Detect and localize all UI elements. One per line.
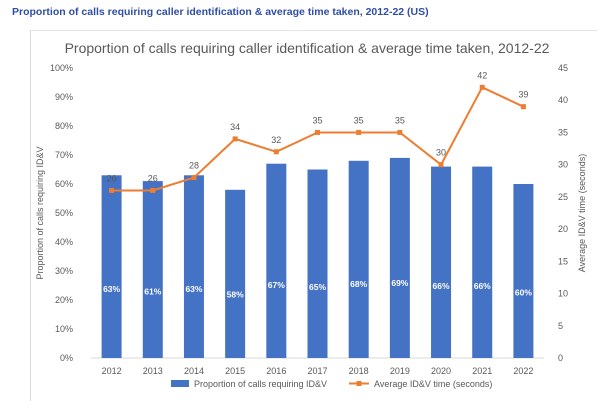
left-axis-tick-label: 20% bbox=[55, 295, 73, 305]
x-axis-tick-label: 2015 bbox=[225, 366, 245, 376]
right-axis-tick-label: 30 bbox=[558, 160, 568, 170]
line-data-label: 26 bbox=[107, 173, 117, 183]
line-point-marker bbox=[479, 84, 485, 90]
line-point-marker bbox=[232, 136, 238, 142]
bar bbox=[348, 160, 369, 358]
x-axis-tick-label: 2017 bbox=[307, 366, 327, 376]
left-axis-tick-label: 100% bbox=[50, 63, 73, 73]
bar-data-label: 68% bbox=[350, 279, 367, 289]
bar bbox=[101, 175, 122, 358]
line-data-label: 34 bbox=[230, 122, 240, 132]
bar-data-label: 63% bbox=[185, 284, 202, 294]
right-axis-tick-label: 15 bbox=[558, 256, 568, 266]
x-axis-tick-label: 2018 bbox=[349, 366, 369, 376]
x-axis-tick-label: 2016 bbox=[266, 366, 286, 376]
line-point-marker bbox=[109, 187, 115, 193]
line-point-marker bbox=[438, 162, 444, 168]
bar bbox=[472, 166, 493, 358]
line-data-label: 30 bbox=[436, 148, 446, 158]
line-series-group: 26 26 28 34 32 35 35 35 30 42 39 bbox=[107, 70, 528, 193]
bar-data-label: 61% bbox=[144, 286, 161, 296]
right-axis-tick-label: 25 bbox=[558, 192, 568, 202]
x-axis-tick-label: 2022 bbox=[513, 366, 533, 376]
left-axis-tick-label: 0% bbox=[60, 353, 73, 363]
chart-card: Proportion of calls requiring caller ide… bbox=[30, 30, 597, 401]
line-data-label: 35 bbox=[395, 115, 405, 125]
bar bbox=[225, 189, 246, 358]
bars-group: 63% 61% 63% 58% 67% 65% 68% 69% 66% 66% 60% bbox=[101, 157, 534, 358]
bar-data-label: 60% bbox=[515, 287, 532, 297]
right-axis-tick-label: 40 bbox=[558, 95, 568, 105]
line-data-label: 26 bbox=[148, 173, 158, 183]
left-axis-tick-label: 50% bbox=[55, 208, 73, 218]
right-axis-title: Average ID&V time (seconds) bbox=[577, 154, 587, 272]
line-data-label: 35 bbox=[312, 115, 322, 125]
bar-data-label: 66% bbox=[433, 281, 450, 291]
page-header-title: Proportion of calls requiring caller ide… bbox=[12, 6, 429, 18]
bar bbox=[183, 175, 204, 358]
bar bbox=[513, 184, 534, 358]
legend-label-bars: Proportion of calls requiring ID&V bbox=[194, 379, 327, 389]
bar bbox=[307, 169, 328, 358]
left-axis-tick-label: 40% bbox=[55, 237, 73, 247]
x-axis-tick-label: 2021 bbox=[472, 366, 492, 376]
left-axis-tick-label: 90% bbox=[55, 92, 73, 102]
right-axis-tick-label: 10 bbox=[558, 289, 568, 299]
left-axis-tick-label: 70% bbox=[55, 150, 73, 160]
line-point-marker bbox=[273, 149, 279, 155]
line-data-label: 28 bbox=[189, 161, 199, 171]
x-axis-tick-label: 2020 bbox=[431, 366, 451, 376]
right-axis-tick-label: 5 bbox=[558, 321, 563, 331]
line-data-label: 35 bbox=[354, 115, 364, 125]
bar bbox=[431, 166, 452, 358]
right-axis-tick-label: 20 bbox=[558, 224, 568, 234]
chart-title: Proportion of calls requiring caller ide… bbox=[65, 40, 550, 56]
combo-chart: Proportion of calls requiring caller ide… bbox=[35, 40, 587, 389]
line-data-label: 39 bbox=[518, 90, 528, 100]
right-axis-tick-label: 35 bbox=[558, 127, 568, 137]
bar-data-label: 66% bbox=[474, 281, 491, 291]
x-axis-tick-label: 2019 bbox=[390, 366, 410, 376]
bar bbox=[142, 181, 163, 358]
left-axis-tick-label: 30% bbox=[55, 266, 73, 276]
line-point-marker bbox=[397, 129, 403, 135]
bar-data-label: 65% bbox=[309, 282, 326, 292]
left-axis-title: Proportion of calls requiring ID&V bbox=[35, 146, 45, 279]
left-axis-tick-label: 10% bbox=[55, 324, 73, 334]
axes-group: 0% 10% 20% 30% 40% 50% 60% 70% 80% 90% 100% 0 5 10 15 2… bbox=[35, 63, 587, 376]
legend-label-line: Average ID&V time (seconds) bbox=[374, 379, 492, 389]
right-axis-tick-label: 0 bbox=[558, 353, 563, 363]
line-data-label: 42 bbox=[477, 70, 487, 80]
x-axis-tick-label: 2014 bbox=[184, 366, 204, 376]
right-axis-tick-label: 45 bbox=[558, 63, 568, 73]
bar-data-label: 63% bbox=[103, 284, 120, 294]
x-axis-tick-label: 2013 bbox=[143, 366, 163, 376]
legend-swatch-bars bbox=[171, 380, 189, 387]
left-axis-tick-label: 80% bbox=[55, 121, 73, 131]
line-point-marker bbox=[315, 129, 320, 135]
bar-data-label: 58% bbox=[227, 289, 244, 299]
legend: Proportion of calls requiring ID&V Averag… bbox=[171, 379, 492, 389]
bar-data-label: 69% bbox=[391, 278, 408, 288]
x-axis-tick-label: 2012 bbox=[102, 366, 122, 376]
legend-swatch-line-marker bbox=[356, 381, 362, 386]
bar-data-label: 67% bbox=[268, 280, 285, 290]
line-point-marker bbox=[356, 129, 362, 135]
bar bbox=[266, 163, 287, 358]
line-data-label: 32 bbox=[271, 135, 281, 145]
line-point-marker bbox=[191, 175, 197, 181]
line-point-marker bbox=[150, 187, 156, 193]
left-axis-tick-label: 60% bbox=[55, 179, 73, 189]
line-point-marker bbox=[520, 104, 526, 110]
bar bbox=[389, 157, 410, 358]
